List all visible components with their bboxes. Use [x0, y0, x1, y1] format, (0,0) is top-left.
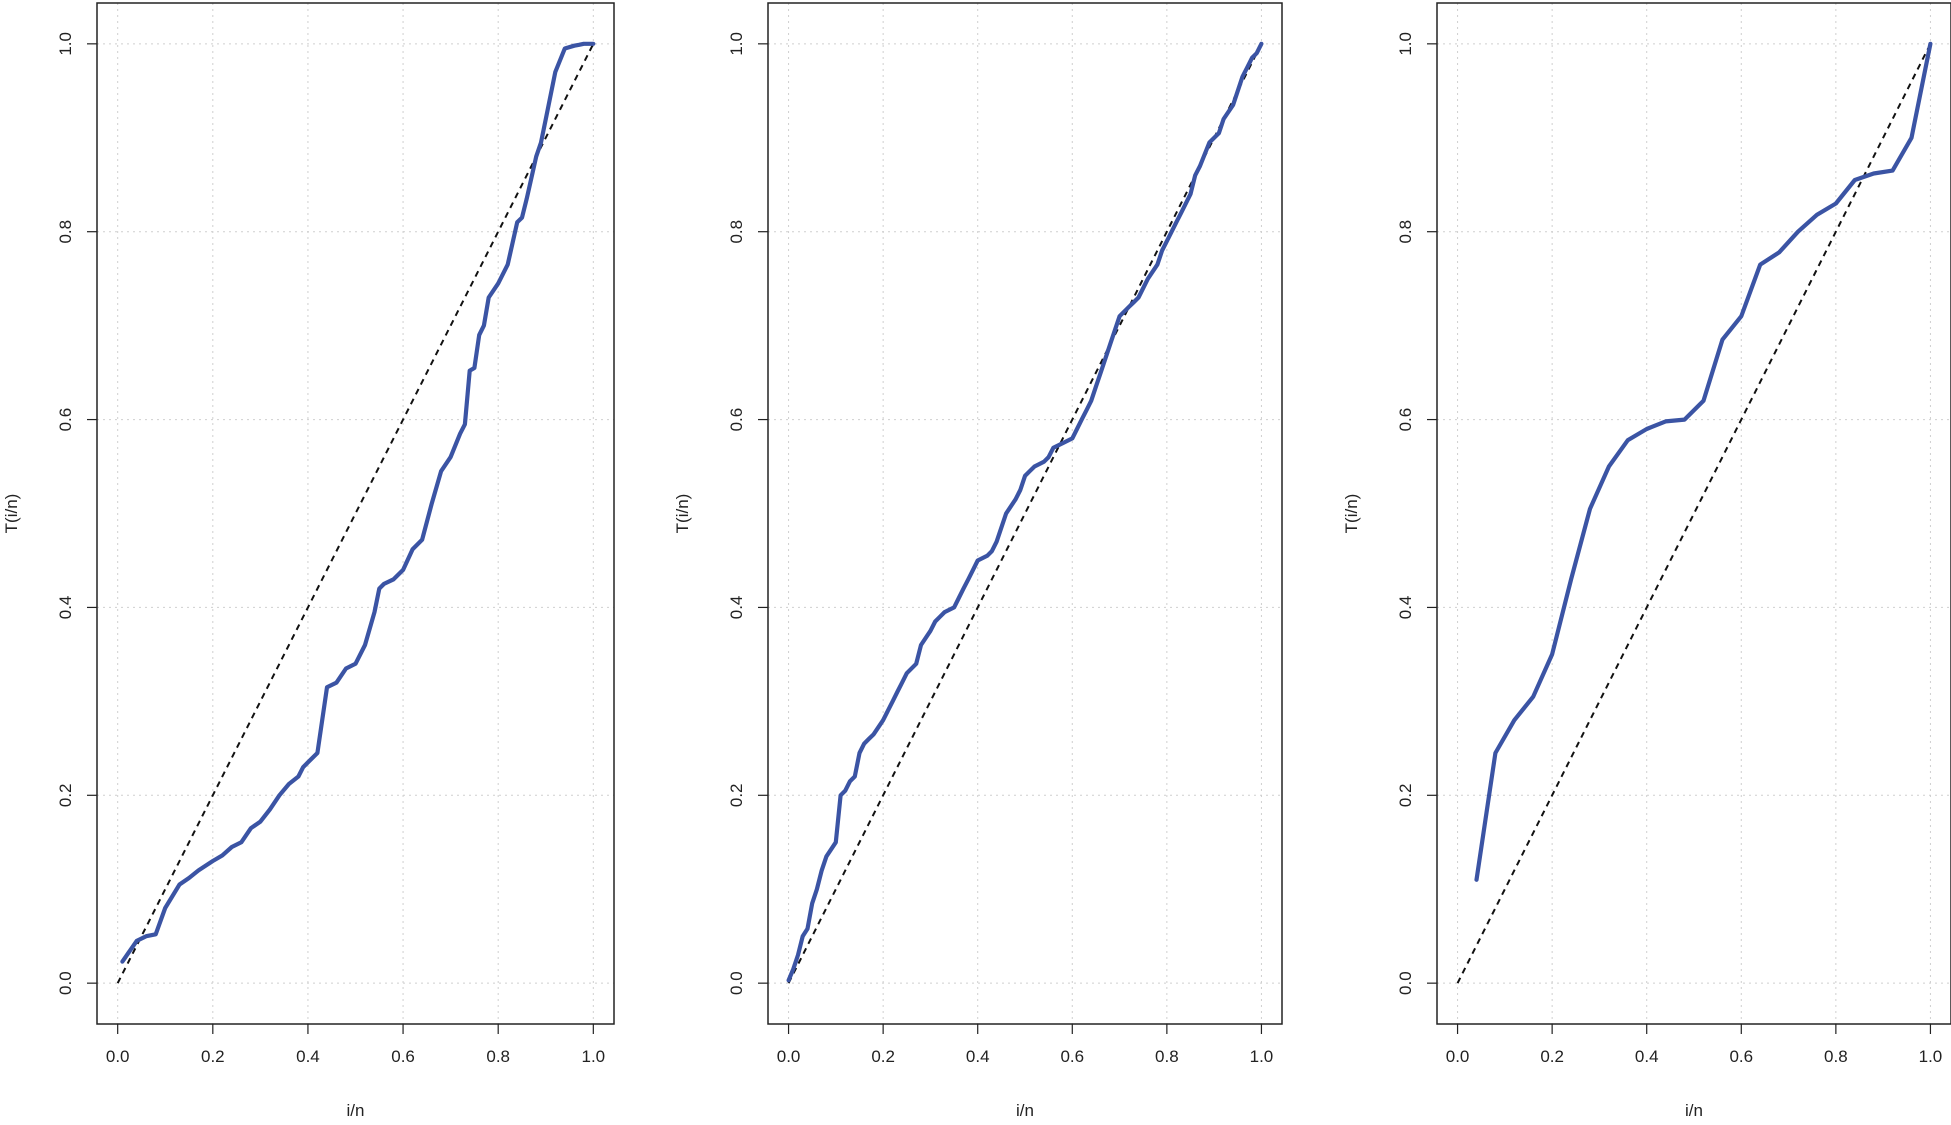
x-tick-label-left-4: 0.8: [486, 1047, 510, 1066]
plot-frame-right: [1436, 2, 1951, 1025]
series-line-right-0: [1474, 41, 1933, 882]
x-tick-label-middle-5: 1.0: [1250, 1047, 1274, 1066]
y-axis-label-left: T(i/n): [2, 494, 21, 534]
y-tick-label-right-3: 0.6: [1396, 408, 1415, 432]
y-tick-label-left-3: 0.6: [56, 408, 75, 432]
x-tick-label-right-4: 0.8: [1824, 1047, 1848, 1066]
x-tick-label-middle-3: 0.6: [1060, 1047, 1084, 1066]
x-tick-label-left-0: 0.0: [106, 1047, 130, 1066]
y-tick-label-middle-0: 0.0: [727, 971, 746, 995]
x-tick-label-middle-0: 0.0: [777, 1047, 801, 1066]
y-tick-label-left-5: 1.0: [56, 32, 75, 56]
y-tick-label-left-2: 0.4: [56, 596, 75, 620]
y-tick-label-middle-3: 0.6: [727, 408, 746, 432]
series-line-middle-0: [786, 41, 1264, 983]
y-axis-label-right: T(i/n): [1342, 494, 1361, 534]
x-tick-label-right-5: 1.0: [1919, 1047, 1943, 1066]
y-tick-label-right-0: 0.0: [1396, 971, 1415, 995]
series-line-left-0: [120, 41, 596, 964]
x-tick-label-right-1: 0.2: [1540, 1047, 1564, 1066]
panel-middle: 0.0 0.2 0.4 0.6 0.8 1.0 0.0 0.2 0.4 0.6 0.8 1.0 i/n T…: [673, 2, 1283, 1120]
x-tick-label-middle-2: 0.4: [966, 1047, 990, 1066]
panel-right: 0.0 0.2 0.4 0.6 0.8 1.0 0.0 0.2 0.4 0.6 0.8 1.0 i/n T…: [1342, 2, 1951, 1120]
y-tick-label-right-2: 0.4: [1396, 596, 1415, 620]
x-tick-label-left-3: 0.6: [391, 1047, 415, 1066]
x-tick-label-right-0: 0.0: [1446, 1047, 1470, 1066]
y-axis-label-middle: T(i/n): [673, 494, 692, 534]
y-tick-label-middle-4: 0.8: [727, 220, 746, 244]
panel-left: 0.0 0.2 0.4 0.6 0.8 1.0 0.0 0.2 0.4 0.6 0.8 1.0 i/n T…: [2, 2, 615, 1120]
x-tick-label-middle-1: 0.2: [871, 1047, 895, 1066]
y-tick-label-right-5: 1.0: [1396, 32, 1415, 56]
reference-line-middle: [787, 43, 1263, 984]
x-axis-label-left: i/n: [347, 1101, 365, 1120]
y-tick-label-right-4: 0.8: [1396, 220, 1415, 244]
x-tick-label-left-1: 0.2: [201, 1047, 225, 1066]
reference-line-left: [116, 43, 595, 984]
reference-line-right: [1456, 43, 1932, 984]
x-axis-label-right: i/n: [1685, 1101, 1703, 1120]
x-tick-label-right-2: 0.4: [1635, 1047, 1659, 1066]
y-tick-label-left-1: 0.2: [56, 783, 75, 807]
y-tick-label-left-0: 0.0: [56, 971, 75, 995]
x-tick-label-left-2: 0.4: [296, 1047, 320, 1066]
x-tick-label-left-5: 1.0: [581, 1047, 605, 1066]
plot-frame-left: [96, 2, 615, 1025]
y-tick-label-middle-2: 0.4: [727, 596, 746, 620]
y-tick-label-middle-5: 1.0: [727, 32, 746, 56]
y-tick-label-left-4: 0.8: [56, 220, 75, 244]
x-axis-label-middle: i/n: [1016, 1101, 1034, 1120]
plot-frame-middle: [767, 2, 1283, 1025]
x-tick-label-middle-4: 0.8: [1155, 1047, 1179, 1066]
y-tick-label-middle-1: 0.2: [727, 783, 746, 807]
x-tick-label-right-3: 0.6: [1729, 1047, 1753, 1066]
y-tick-label-right-1: 0.2: [1396, 783, 1415, 807]
